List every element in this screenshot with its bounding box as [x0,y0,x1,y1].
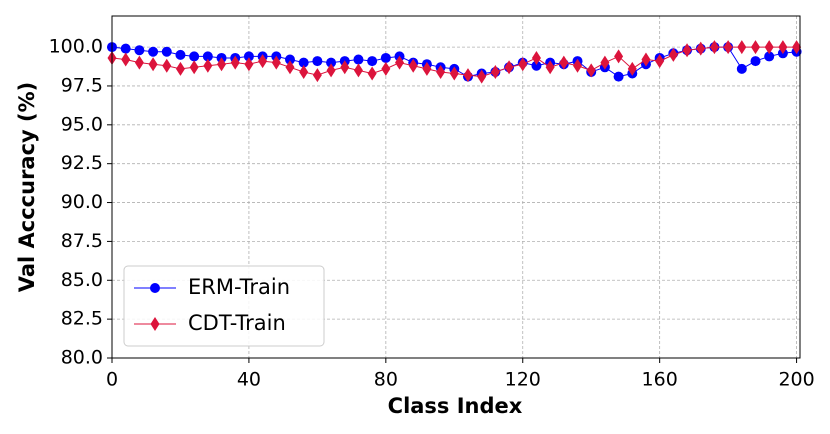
y-tick-label: 87.5 [61,230,103,252]
marker [449,66,459,81]
marker [463,68,473,83]
marker [559,55,569,70]
x-tick-label: 80 [374,369,398,391]
marker [121,52,131,67]
marker [189,60,199,75]
marker [175,61,185,76]
marker [490,64,500,79]
y-tick-label: 80.0 [61,347,103,369]
marker [299,64,309,79]
plot-frame [111,15,801,359]
marker [203,58,213,73]
y-tick-label: 97.5 [61,74,103,96]
marker [285,60,295,75]
marker [723,40,733,55]
marker [531,60,542,71]
marker [150,317,160,331]
marker [120,43,131,54]
legend-label: CDT-Train [188,311,286,335]
y-axis-label: Val Acccuracy (%) [15,82,39,293]
marker [202,51,213,62]
marker [792,40,802,55]
marker [573,58,583,73]
marker [436,64,446,79]
marker [613,71,624,82]
marker [258,54,268,69]
marker [298,57,309,68]
marker [751,40,761,55]
y-tick-label: 90.0 [61,191,103,213]
marker [641,52,651,67]
marker [736,63,747,74]
marker [600,55,610,70]
y-tick-label: 82.5 [61,308,103,330]
x-tick-label: 160 [642,369,678,391]
marker [395,55,405,70]
x-tick-label: 40 [237,369,261,391]
marker [244,57,254,72]
y-tick-label: 95.0 [61,113,103,135]
x-axis-label: Class Index [388,394,523,418]
marker [545,60,555,75]
marker [134,55,144,70]
marker [408,58,418,73]
y-tick-label: 100.0 [49,36,103,58]
marker [531,50,541,65]
marker [367,56,378,67]
marker [682,43,692,58]
marker [614,49,624,64]
marker [380,52,391,63]
marker [696,41,706,56]
marker [217,57,227,72]
marker [189,51,200,62]
marker [764,51,775,62]
x-tick-label: 120 [505,369,541,391]
marker [422,61,432,76]
marker [518,57,528,72]
marker [750,56,761,67]
x-tick-label: 0 [106,369,118,391]
marker [477,69,487,84]
marker [367,66,377,81]
marker [655,54,665,69]
marker [504,60,514,75]
marker [764,40,774,55]
marker [175,49,186,60]
marker [381,61,391,76]
marker [284,54,295,65]
legend-label: ERM-Train [188,275,290,299]
y-tick-label: 85.0 [61,269,103,291]
marker [709,40,719,55]
marker [271,55,281,70]
marker [150,283,160,293]
marker [586,63,596,78]
marker [134,45,145,56]
y-tick-label: 92.5 [61,152,103,174]
marker [161,46,172,57]
marker [737,40,747,55]
marker [326,63,336,78]
marker [668,47,678,62]
marker [148,46,159,57]
marker [326,57,337,68]
marker [340,60,350,75]
legend-box [123,265,325,347]
marker [230,55,240,70]
marker [162,58,172,73]
marker [243,51,254,62]
marker [627,61,637,76]
marker [778,40,788,55]
marker [312,56,323,67]
x-tick-label: 200 [778,369,814,391]
marker [312,68,322,83]
marker [353,54,364,65]
marker [353,63,363,78]
marker [148,57,158,72]
